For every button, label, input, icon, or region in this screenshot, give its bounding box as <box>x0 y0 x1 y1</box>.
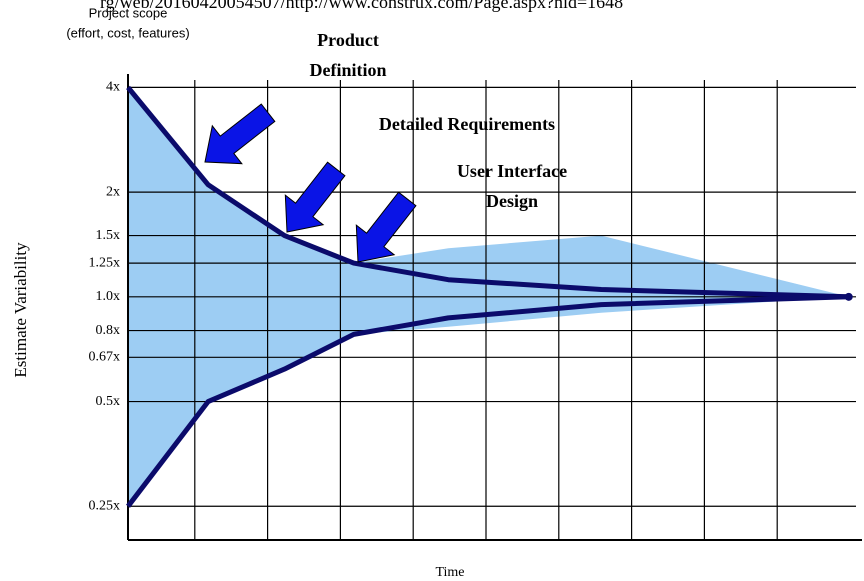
y-tick-label: 0.25x <box>89 499 121 514</box>
annotation: Design <box>486 191 538 211</box>
end-dot <box>844 292 853 301</box>
arrow <box>284 161 346 233</box>
arrow-shape <box>284 161 346 233</box>
y-tick-label: 4x <box>106 80 120 95</box>
y-tick-label: 1.0x <box>96 289 121 304</box>
y-tick-label: 1.5x <box>96 228 121 243</box>
y-tick-label: 0.67x <box>89 350 121 365</box>
arrow-shape <box>355 191 417 263</box>
y-label-top: Project scope <box>89 5 168 20</box>
y-tick-label: 0.8x <box>96 323 121 338</box>
y-axis-label: Estimate Variability <box>11 242 30 378</box>
arrow <box>355 191 417 263</box>
annotation: Product <box>317 30 379 50</box>
y-label-top: (effort, cost, features) <box>66 25 189 40</box>
y-tick-label: 2x <box>106 184 120 199</box>
arrow <box>204 103 276 165</box>
annotation: Definition <box>309 60 386 80</box>
y-tick-label: 0.5x <box>96 394 121 409</box>
annotation: Detailed Requirements <box>379 114 555 134</box>
y-tick-label: 1.25x <box>89 255 121 270</box>
arrow-shape <box>204 103 276 165</box>
x-axis-label: Time <box>435 565 464 580</box>
series-line <box>126 294 849 508</box>
annotation: User Interface <box>457 161 567 181</box>
source-url: rg/web/20160420054507/http://www.constru… <box>100 0 623 12</box>
series-line <box>126 85 849 300</box>
